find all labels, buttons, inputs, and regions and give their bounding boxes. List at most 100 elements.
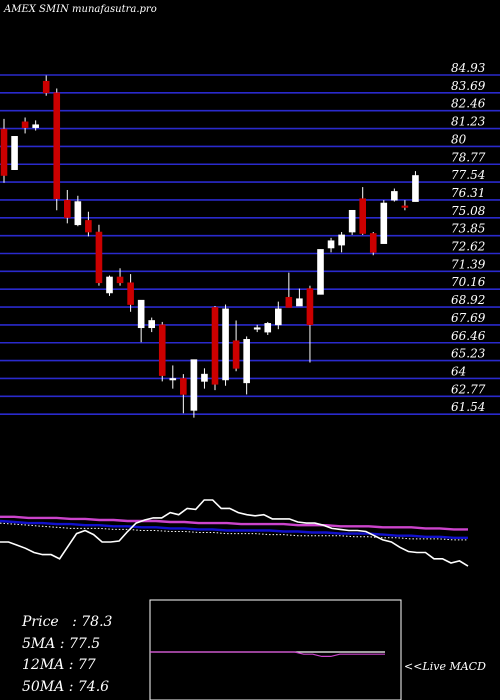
candle xyxy=(232,320,240,372)
candle-body-up xyxy=(391,191,398,201)
y-tick-label: 82.46 xyxy=(451,97,486,111)
candle xyxy=(32,120,39,131)
candle xyxy=(243,336,250,395)
candle-body-up xyxy=(380,202,388,244)
candle-body-up xyxy=(327,240,335,249)
candle-body-down xyxy=(95,231,103,284)
candle xyxy=(296,288,303,307)
y-tick-label: 76.31 xyxy=(451,186,485,200)
candle-body-up xyxy=(148,320,155,329)
ma12-value: 77 xyxy=(77,657,96,673)
candle xyxy=(158,321,166,382)
ma5-value: 77.5 xyxy=(68,635,101,652)
macd-panel xyxy=(149,599,402,700)
y-tick-label: 80 xyxy=(451,132,467,146)
oscillator-panel xyxy=(0,499,469,567)
candle xyxy=(21,117,29,134)
candle-body-up xyxy=(274,308,282,326)
candle-body-down xyxy=(285,296,293,308)
candle xyxy=(95,224,103,286)
candle-body-down xyxy=(158,324,166,376)
candle-body-up xyxy=(169,378,177,381)
y-tick-label: 73.85 xyxy=(451,222,485,236)
macd-box xyxy=(149,599,402,700)
y-tick-label: 83.69 xyxy=(451,79,486,93)
candle-body-down xyxy=(42,80,50,94)
candle-body-down xyxy=(64,199,71,218)
candle-body-up xyxy=(11,136,18,170)
candle xyxy=(127,274,134,312)
y-tick-label: 62.77 xyxy=(451,382,486,396)
y-tick-label: 61.54 xyxy=(451,400,485,414)
indicator-summary: Price : 78.3 5MA : 77.5 12MA : 77 50MA :… xyxy=(22,612,112,698)
candle xyxy=(222,304,229,386)
y-tick-label: 65.23 xyxy=(451,347,486,361)
y-tick-label: 78.77 xyxy=(451,150,486,164)
candle-body-up xyxy=(412,175,419,202)
ma50-row: 50MA : 74.6 xyxy=(22,678,110,695)
candle xyxy=(359,187,367,235)
candle xyxy=(264,321,272,335)
ma12-label: 12MA xyxy=(22,657,65,673)
candle-body-up xyxy=(338,234,345,246)
candle xyxy=(106,275,113,296)
candle xyxy=(348,209,356,235)
ma-slow-line xyxy=(0,515,468,531)
y-tick-label: 71.39 xyxy=(451,257,486,271)
ma-mid-line xyxy=(0,519,468,539)
ma50-value: 74.6 xyxy=(77,678,110,695)
candle xyxy=(327,237,335,253)
candle xyxy=(412,171,419,202)
candle-body-up xyxy=(317,249,324,295)
candle-body-up xyxy=(348,209,356,233)
candle-body-down xyxy=(401,205,409,208)
candle-body-up xyxy=(264,323,272,333)
candle xyxy=(285,272,293,308)
macd-line xyxy=(150,651,385,657)
candle xyxy=(64,189,71,224)
candle xyxy=(85,211,92,237)
candle xyxy=(211,305,219,391)
candle xyxy=(380,200,388,244)
candle xyxy=(401,200,409,211)
candle-body-down xyxy=(211,307,219,385)
candle xyxy=(201,368,208,389)
candle-body-up xyxy=(106,276,113,294)
candle-body-down xyxy=(53,92,61,199)
candle xyxy=(190,359,198,418)
candle-body-down xyxy=(116,276,124,284)
price-row: Price : 78.3 xyxy=(22,614,113,630)
y-tick-label: 68.92 xyxy=(451,293,485,307)
y-tick-label: 77.54 xyxy=(451,168,485,182)
y-tick-label: 66.46 xyxy=(451,329,486,343)
candle-body-up xyxy=(222,308,229,381)
ma-fast-line xyxy=(0,522,468,541)
candlesticks xyxy=(0,75,419,418)
candle-body-up xyxy=(243,339,250,384)
candle xyxy=(42,75,50,96)
candle xyxy=(369,232,377,256)
y-tick-label: 72.62 xyxy=(451,240,485,254)
candle-body-up xyxy=(296,298,303,307)
candle xyxy=(169,365,177,389)
candle xyxy=(137,299,145,343)
price-label: Price xyxy=(22,614,59,630)
candle-body-down xyxy=(0,128,8,176)
y-axis-ticks: 84.93 83.69 82.46 81.23 80 78.77 77.54 76.31 75.… xyxy=(451,61,486,414)
oscillator-line xyxy=(0,499,469,567)
y-tick-label: 70.16 xyxy=(451,275,486,289)
candle xyxy=(306,285,314,363)
candle xyxy=(0,118,8,183)
ma5-label: 5MA xyxy=(22,635,56,652)
candle-body-up xyxy=(201,373,208,382)
candle xyxy=(148,317,155,333)
candle-body-up xyxy=(32,124,39,128)
ma50-label: 50MA xyxy=(22,678,65,695)
candle xyxy=(317,249,324,295)
candle-body-down xyxy=(21,121,29,128)
ma12-row: 12MA : 77 xyxy=(22,657,96,673)
candle-body-down xyxy=(232,340,240,369)
y-tick-label: 81.23 xyxy=(451,115,486,129)
candle-body-up xyxy=(253,327,261,330)
